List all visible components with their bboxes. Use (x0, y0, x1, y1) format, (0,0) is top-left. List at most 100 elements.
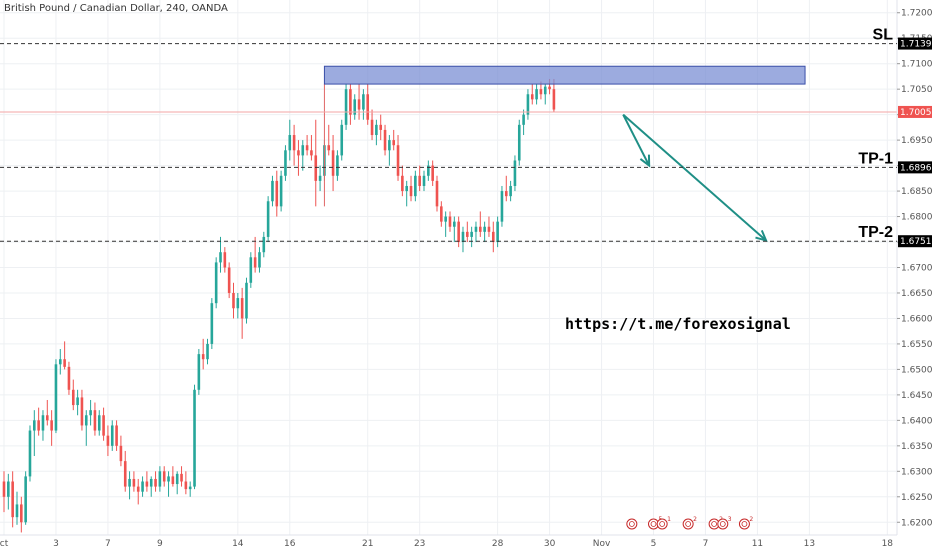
time-tick-label: ct (0, 539, 9, 549)
forecast-arrow-line[interactable] (622, 114, 651, 167)
candle-body (171, 476, 175, 485)
chart-title: British Pound / Canadian Dollar, 240, OA… (4, 3, 228, 14)
candle-body (431, 165, 434, 181)
candle-body (517, 124, 521, 161)
candle-body (253, 257, 257, 268)
candle-body (232, 292, 235, 309)
candle-body (258, 252, 261, 268)
time-tick-label: 13 (804, 539, 815, 549)
price-axis-ticks: 1.720001.715001.710001.705001.700001.695… (897, 9, 932, 528)
levels: SL 1.71395 TP-1 1.68965 TP-2 1.67516 1.70053 (0, 27, 932, 248)
candle-body (76, 397, 79, 406)
time-tick-label: 3 (53, 539, 59, 549)
candle-body (37, 420, 40, 431)
candle-body (2, 481, 6, 497)
candle-body (80, 397, 84, 426)
candle-body (522, 114, 525, 125)
candle-body (535, 89, 538, 100)
time-tick-label: 18 (882, 539, 894, 549)
event-flag-inner (685, 521, 692, 527)
forecast-arrow-head (755, 229, 768, 243)
price-tick-label: 1.66500 (901, 289, 932, 299)
time-axis[interactable] (0, 535, 897, 550)
event-flag-icon[interactable] (626, 518, 638, 530)
event-flag-inner (719, 521, 726, 527)
candle-body (297, 150, 300, 156)
candle-body (457, 221, 460, 243)
candle-body (24, 476, 27, 523)
candle-body (362, 94, 365, 110)
candle-body (340, 124, 344, 156)
candle-body (396, 145, 400, 176)
candle-body (474, 226, 478, 232)
candle-body (414, 175, 417, 197)
candle-body (310, 150, 313, 156)
candle-body (97, 415, 101, 431)
candle-body (180, 473, 183, 482)
forecast-arrow-line[interactable] (622, 113, 767, 242)
current-price-label: 1.70053 (900, 108, 932, 118)
candle-body (214, 262, 218, 304)
price-tick-label: 1.67000 (901, 264, 932, 274)
candle-body (539, 89, 543, 95)
candle-body (301, 145, 305, 156)
forecast-arrow-head (639, 154, 651, 168)
price-tick-label: 1.62000 (901, 518, 932, 528)
candle-body (50, 420, 53, 431)
candle-body (28, 430, 32, 477)
candle-body (543, 86, 547, 95)
candle-body (461, 231, 465, 243)
event-flag-inner (711, 521, 718, 527)
candle-body (84, 415, 88, 426)
candle-body (392, 140, 395, 146)
candle-body (210, 303, 214, 344)
candle-body (71, 389, 75, 406)
level-price-tag (898, 37, 932, 50)
candle-body (548, 86, 551, 90)
resistance-zone[interactable] (323, 65, 806, 85)
candle-body (470, 231, 473, 237)
candle-body (201, 354, 205, 360)
candle-body (158, 471, 162, 487)
candle-body (331, 150, 335, 176)
candle-body (305, 145, 309, 151)
level-price-tag (898, 235, 932, 248)
candle-body (370, 119, 374, 136)
overlays (0, 65, 897, 243)
event-flag-icon[interactable] (717, 518, 729, 530)
candle-body (197, 354, 201, 390)
time-tick-label: 14 (232, 539, 244, 549)
candle-body (102, 415, 105, 436)
price-axis[interactable] (897, 0, 932, 550)
candle-body (366, 94, 370, 120)
candle-body (227, 267, 231, 293)
time-tick-label: 30 (544, 539, 556, 549)
candle-body (487, 226, 491, 232)
event-flag-icon[interactable] (656, 518, 668, 530)
candle-body (466, 231, 469, 237)
price-tick-label: 1.64500 (901, 391, 932, 401)
candle-body (145, 481, 149, 487)
candle-body (349, 89, 352, 115)
candle-body (63, 359, 66, 367)
event-flag-icon[interactable] (682, 518, 694, 530)
time-tick-label: 23 (414, 539, 425, 549)
candle-body (422, 175, 426, 186)
candle-body (513, 160, 517, 186)
candle-body (440, 206, 443, 222)
candle-body (483, 226, 486, 232)
candle-body (409, 185, 413, 197)
telegram-link-annotation[interactable]: https://t.me/forexosignal (565, 315, 791, 333)
candle-body (327, 145, 331, 151)
candle-body (496, 221, 499, 243)
event-flag-icon[interactable] (738, 518, 750, 530)
candle-body (58, 359, 62, 365)
candle-body (11, 481, 14, 518)
candle-body (149, 478, 153, 487)
price-tick-label: 1.63000 (901, 467, 932, 477)
level-name-tp-1: TP-1 (858, 150, 893, 167)
candle-body (405, 185, 408, 192)
candle-body (193, 389, 196, 487)
candle-body (128, 478, 131, 487)
